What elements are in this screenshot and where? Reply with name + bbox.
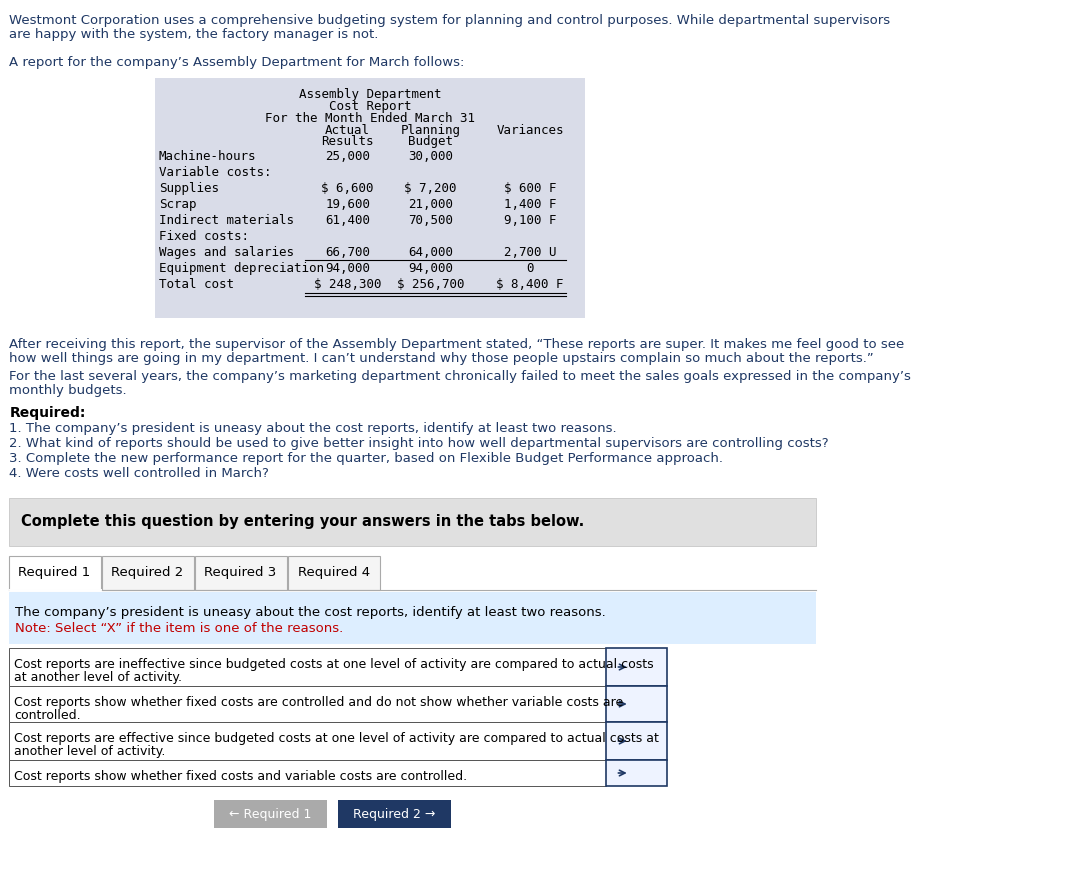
Bar	[339, 800, 451, 828]
Text: Cost reports show whether fixed costs and variable costs are controlled.: Cost reports show whether fixed costs an…	[14, 770, 467, 783]
Text: Results: Results	[321, 135, 374, 148]
Text: Budget: Budget	[408, 135, 453, 148]
Text: 66,700: 66,700	[326, 246, 370, 259]
Bar	[10, 686, 607, 722]
Text: For the Month Ended March 31: For the Month Ended March 31	[266, 112, 475, 125]
Text: 2. What kind of reports should be used to give better insight into how well depa: 2. What kind of reports should be used t…	[10, 437, 829, 450]
Text: 4. Were costs well controlled in March?: 4. Were costs well controlled in March?	[10, 467, 269, 480]
Text: $ 600 F: $ 600 F	[504, 182, 556, 195]
Text: at another level of activity.: at another level of activity.	[14, 671, 182, 684]
Text: 70,500: 70,500	[408, 214, 453, 227]
Text: 1,400 F: 1,400 F	[504, 198, 556, 211]
Bar	[289, 556, 380, 590]
Text: Required 2: Required 2	[111, 566, 184, 579]
Text: 30,000: 30,000	[408, 150, 453, 163]
Text: $ 248,300: $ 248,300	[314, 278, 381, 291]
Bar	[215, 800, 327, 828]
Text: 1. The company’s president is uneasy about the cost reports, identify at least t: 1. The company’s president is uneasy abo…	[10, 422, 617, 435]
Text: are happy with the system, the factory manager is not.: are happy with the system, the factory m…	[10, 28, 379, 41]
Text: $ 6,600: $ 6,600	[321, 182, 374, 195]
Bar	[10, 760, 607, 786]
Text: Required 1: Required 1	[19, 566, 90, 579]
Text: Assembly Department: Assembly Department	[299, 88, 441, 101]
Text: 19,600: 19,600	[326, 198, 370, 211]
Text: Required 2 →: Required 2 →	[354, 808, 436, 821]
Text: Planning: Planning	[401, 124, 461, 137]
Text: Required 3: Required 3	[205, 566, 277, 579]
Text: $ 8,400 F: $ 8,400 F	[497, 278, 564, 291]
Text: The company’s president is uneasy about the cost reports, identify at least two : The company’s president is uneasy about …	[15, 606, 605, 619]
Text: Complete this question by entering your answers in the tabs below.: Complete this question by entering your …	[21, 514, 584, 529]
Text: monthly budgets.: monthly budgets.	[10, 384, 127, 397]
Bar	[607, 648, 668, 686]
Text: Required:: Required:	[10, 406, 86, 420]
Text: 2,700 U: 2,700 U	[504, 246, 556, 259]
Text: A report for the company’s Assembly Department for March follows:: A report for the company’s Assembly Depa…	[10, 56, 465, 69]
Text: 21,000: 21,000	[408, 198, 453, 211]
Text: Equipment depreciation: Equipment depreciation	[159, 262, 323, 275]
Bar	[607, 722, 668, 760]
Text: Variable costs:: Variable costs:	[159, 166, 271, 179]
Text: another level of activity.: another level of activity.	[14, 745, 166, 758]
Text: 94,000: 94,000	[408, 262, 453, 275]
Text: $ 7,200: $ 7,200	[404, 182, 456, 195]
Text: Cost Report: Cost Report	[329, 100, 412, 113]
Bar	[10, 556, 100, 590]
Text: Note: Select “X” if the item is one of the reasons.: Note: Select “X” if the item is one of t…	[15, 622, 343, 635]
Bar	[10, 722, 607, 760]
Text: Cost reports are effective since budgeted costs at one level of activity are com: Cost reports are effective since budgete…	[14, 732, 659, 745]
Text: 9,100 F: 9,100 F	[504, 214, 556, 227]
Bar	[607, 686, 668, 722]
Text: Wages and salaries: Wages and salaries	[159, 246, 294, 259]
Bar	[102, 556, 194, 590]
Text: 0: 0	[526, 262, 534, 275]
Text: Fixed costs:: Fixed costs:	[159, 230, 248, 243]
Text: 64,000: 64,000	[408, 246, 453, 259]
Bar	[155, 78, 586, 318]
Text: 61,400: 61,400	[326, 214, 370, 227]
Text: Required 4: Required 4	[297, 566, 369, 579]
Bar	[195, 556, 286, 590]
Text: $ 256,700: $ 256,700	[396, 278, 464, 291]
Bar	[10, 498, 816, 546]
Text: 3. Complete the new performance report for the quarter, based on Flexible Budget: 3. Complete the new performance report f…	[10, 452, 723, 465]
Text: how well things are going in my department. I can’t understand why those people : how well things are going in my departme…	[10, 352, 874, 365]
Text: Actual: Actual	[326, 124, 370, 137]
Text: Indirect materials: Indirect materials	[159, 214, 294, 227]
Text: ← Required 1: ← Required 1	[230, 808, 311, 821]
Text: 94,000: 94,000	[326, 262, 370, 275]
Text: Machine-hours: Machine-hours	[159, 150, 256, 163]
Text: Cost reports show whether fixed costs are controlled and do not show whether var: Cost reports show whether fixed costs ar…	[14, 696, 623, 709]
Text: Variances: Variances	[497, 124, 564, 137]
Text: 25,000: 25,000	[326, 150, 370, 163]
Text: After receiving this report, the supervisor of the Assembly Department stated, “: After receiving this report, the supervi…	[10, 338, 905, 351]
Text: For the last several years, the company’s marketing department chronically faile: For the last several years, the company’…	[10, 370, 911, 383]
Bar	[10, 592, 816, 644]
Text: controlled.: controlled.	[14, 709, 81, 722]
Text: Supplies: Supplies	[159, 182, 219, 195]
Text: Scrap: Scrap	[159, 198, 196, 211]
Text: Cost reports are ineffective since budgeted costs at one level of activity are c: Cost reports are ineffective since budge…	[14, 658, 653, 671]
Text: Total cost: Total cost	[159, 278, 234, 291]
Bar	[10, 648, 607, 686]
Bar	[607, 760, 668, 786]
Text: Westmont Corporation uses a comprehensive budgeting system for planning and cont: Westmont Corporation uses a comprehensiv…	[10, 14, 891, 27]
